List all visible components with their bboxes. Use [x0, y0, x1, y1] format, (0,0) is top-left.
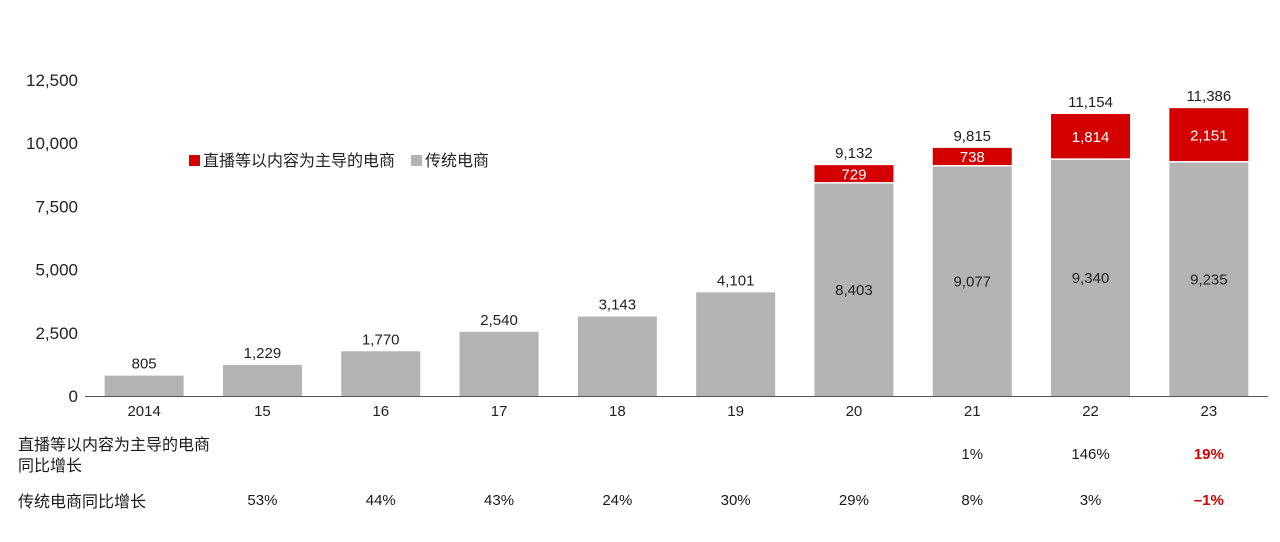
- data-label-total: 9,132: [835, 145, 873, 162]
- legend: 直播等以内容为主导的电商 传统电商: [189, 151, 489, 170]
- legend-label: 传统电商: [425, 151, 489, 170]
- table-row-label: 直播等以内容为主导的电商 同比增长: [18, 434, 210, 476]
- x-tick-label: 23: [1201, 403, 1218, 420]
- data-label-total: 11,154: [1068, 94, 1113, 111]
- data-label-traditional: 9,077: [953, 273, 991, 290]
- legend-swatch: [411, 155, 423, 166]
- data-label-traditional: 9,340: [1072, 270, 1110, 287]
- table-row-label-line: 传统电商同比增长: [18, 492, 147, 511]
- table-cell: 3%: [1079, 492, 1102, 509]
- bar-traditional: [459, 331, 539, 396]
- x-tick-label: 15: [254, 403, 271, 420]
- bar-traditional: [104, 375, 184, 396]
- table-cell: 1%: [961, 446, 984, 463]
- data-label-content: 1,814: [1072, 129, 1110, 146]
- table-cell: 43%: [484, 492, 515, 509]
- bar-traditional: [1169, 162, 1249, 396]
- bars: 805 1,229 1,770 2,540 3,143 4,101 729 8,403 9,13…: [104, 88, 1249, 396]
- table-cell: 8%: [961, 492, 984, 509]
- table-cell: 29%: [838, 492, 869, 509]
- data-label-total: 3,143: [599, 297, 637, 314]
- data-label-total: 1,770: [362, 331, 400, 348]
- data-label-traditional: 9,235: [1190, 271, 1228, 288]
- table-cell: 30%: [720, 492, 751, 509]
- table-cell: 146%: [1071, 446, 1110, 463]
- data-label-total: 11,386: [1186, 88, 1231, 105]
- bar-content: [814, 165, 894, 183]
- data-label-content: 729: [841, 166, 866, 183]
- stacked-bar-chart: 0 2,500 5,000 7,500 10,000 12,500 805 1,229 1,7…: [26, 71, 1268, 420]
- bar-traditional: [341, 351, 421, 396]
- x-axis: 2014 15 16 17 18 19 20 21 22 23: [85, 396, 1268, 420]
- bar-traditional: [814, 183, 894, 396]
- data-label-content: 738: [960, 149, 985, 166]
- data-label-content: 2,151: [1190, 127, 1228, 144]
- table-cell: 44%: [365, 492, 396, 509]
- table-row-label: 传统电商同比增长: [18, 491, 146, 512]
- table-cell: 53%: [247, 492, 278, 509]
- legend-swatch: [189, 155, 200, 166]
- bar-content: [1169, 108, 1249, 162]
- bar-traditional: [222, 364, 302, 396]
- bar-traditional: [932, 166, 1012, 396]
- bar-traditional: [1051, 159, 1131, 396]
- table-row-label-line: 直播等以内容为主导的电商: [18, 435, 211, 454]
- y-axis: 0 2,500 5,000 7,500 10,000 12,500: [26, 71, 78, 406]
- y-tick-label: 5,000: [35, 261, 78, 280]
- bar-content: [1051, 114, 1131, 159]
- data-label-total: 1,229: [244, 345, 282, 362]
- y-tick-label: 7,500: [35, 197, 78, 216]
- data-label-total: 4,101: [717, 272, 755, 289]
- data-label-total: 805: [132, 356, 157, 373]
- x-tick-label: 16: [372, 403, 389, 420]
- x-tick-label: 18: [609, 403, 626, 420]
- x-tick-label: 2014: [127, 403, 160, 420]
- table-row-label-line: 同比增长: [18, 456, 83, 475]
- data-label-total: 2,540: [480, 312, 518, 329]
- table-cell: 19%: [1193, 446, 1224, 463]
- table-cell: 24%: [602, 492, 633, 509]
- data-label-traditional: 8,403: [835, 282, 873, 299]
- legend-label: 直播等以内容为主导的电商: [203, 151, 395, 170]
- x-tick-label: 20: [846, 403, 863, 420]
- y-tick-label: 2,500: [35, 324, 78, 343]
- y-tick-label: 0: [69, 387, 78, 406]
- x-tick-label: 22: [1082, 403, 1099, 420]
- bar-content: [932, 147, 1012, 166]
- table-cell: –1%: [1193, 492, 1224, 509]
- y-tick-label: 10,000: [26, 134, 78, 153]
- data-label-total: 9,815: [953, 128, 991, 145]
- bar-traditional: [696, 292, 776, 396]
- x-tick-label: 17: [491, 403, 508, 420]
- bar-traditional: [577, 316, 657, 396]
- x-tick-label: 19: [727, 403, 744, 420]
- x-tick-label: 21: [964, 403, 981, 420]
- y-tick-label: 12,500: [26, 71, 78, 90]
